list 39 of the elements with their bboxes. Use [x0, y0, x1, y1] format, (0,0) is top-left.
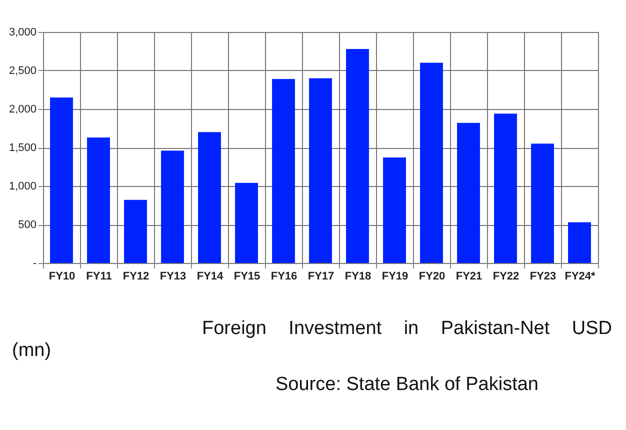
- x-tick-label: FY21: [456, 270, 482, 282]
- x-tick-label: FY17: [308, 270, 334, 282]
- bar: [272, 78, 295, 263]
- x-tick-label: FY20: [418, 270, 446, 282]
- y-tick-label: 1,500: [8, 142, 36, 154]
- x-tick-label: FY22: [492, 270, 520, 282]
- bar: [235, 182, 258, 263]
- bar: [50, 97, 73, 263]
- bar: [568, 222, 591, 263]
- bar: [161, 150, 184, 263]
- text: Foreign Investment in Pakistan-Net USD (mn): [12, 318, 612, 361]
- bar: [198, 132, 221, 263]
- bar: [420, 62, 443, 263]
- bar: [383, 158, 406, 263]
- bar: [531, 144, 554, 263]
- x-tick-label: FY16: [270, 270, 298, 282]
- x-tick-label: FY14: [196, 270, 224, 282]
- y-tick-label: 2,500: [8, 65, 36, 77]
- x-tick-label: FY23: [530, 270, 556, 282]
- bar: [87, 137, 110, 263]
- y-tick-label: 500: [18, 219, 36, 231]
- bar: [124, 200, 147, 263]
- x-tick-label: FY11: [86, 270, 112, 282]
- x-tick-label: FY18: [344, 270, 372, 282]
- bar: [309, 78, 332, 263]
- x-tick-label: FY15: [234, 270, 260, 282]
- source-note: Source: State Bank of Pakistan: [274, 374, 540, 396]
- y-tick-label: 3,000: [8, 26, 36, 38]
- bar: [457, 122, 480, 263]
- y-tick-label: 2,000: [8, 104, 36, 116]
- bar: [494, 114, 517, 263]
- x-tick-label: FY12: [122, 270, 150, 282]
- x-tick-label: FY19: [382, 270, 408, 282]
- y-tick-label: -: [32, 258, 37, 270]
- y-tick-label: 1,000: [8, 180, 36, 192]
- bar: [346, 48, 369, 263]
- x-tick-label: FY24*: [564, 270, 596, 282]
- x-tick-label: FY13: [160, 270, 186, 282]
- x-tick-label: FY10: [48, 270, 76, 282]
